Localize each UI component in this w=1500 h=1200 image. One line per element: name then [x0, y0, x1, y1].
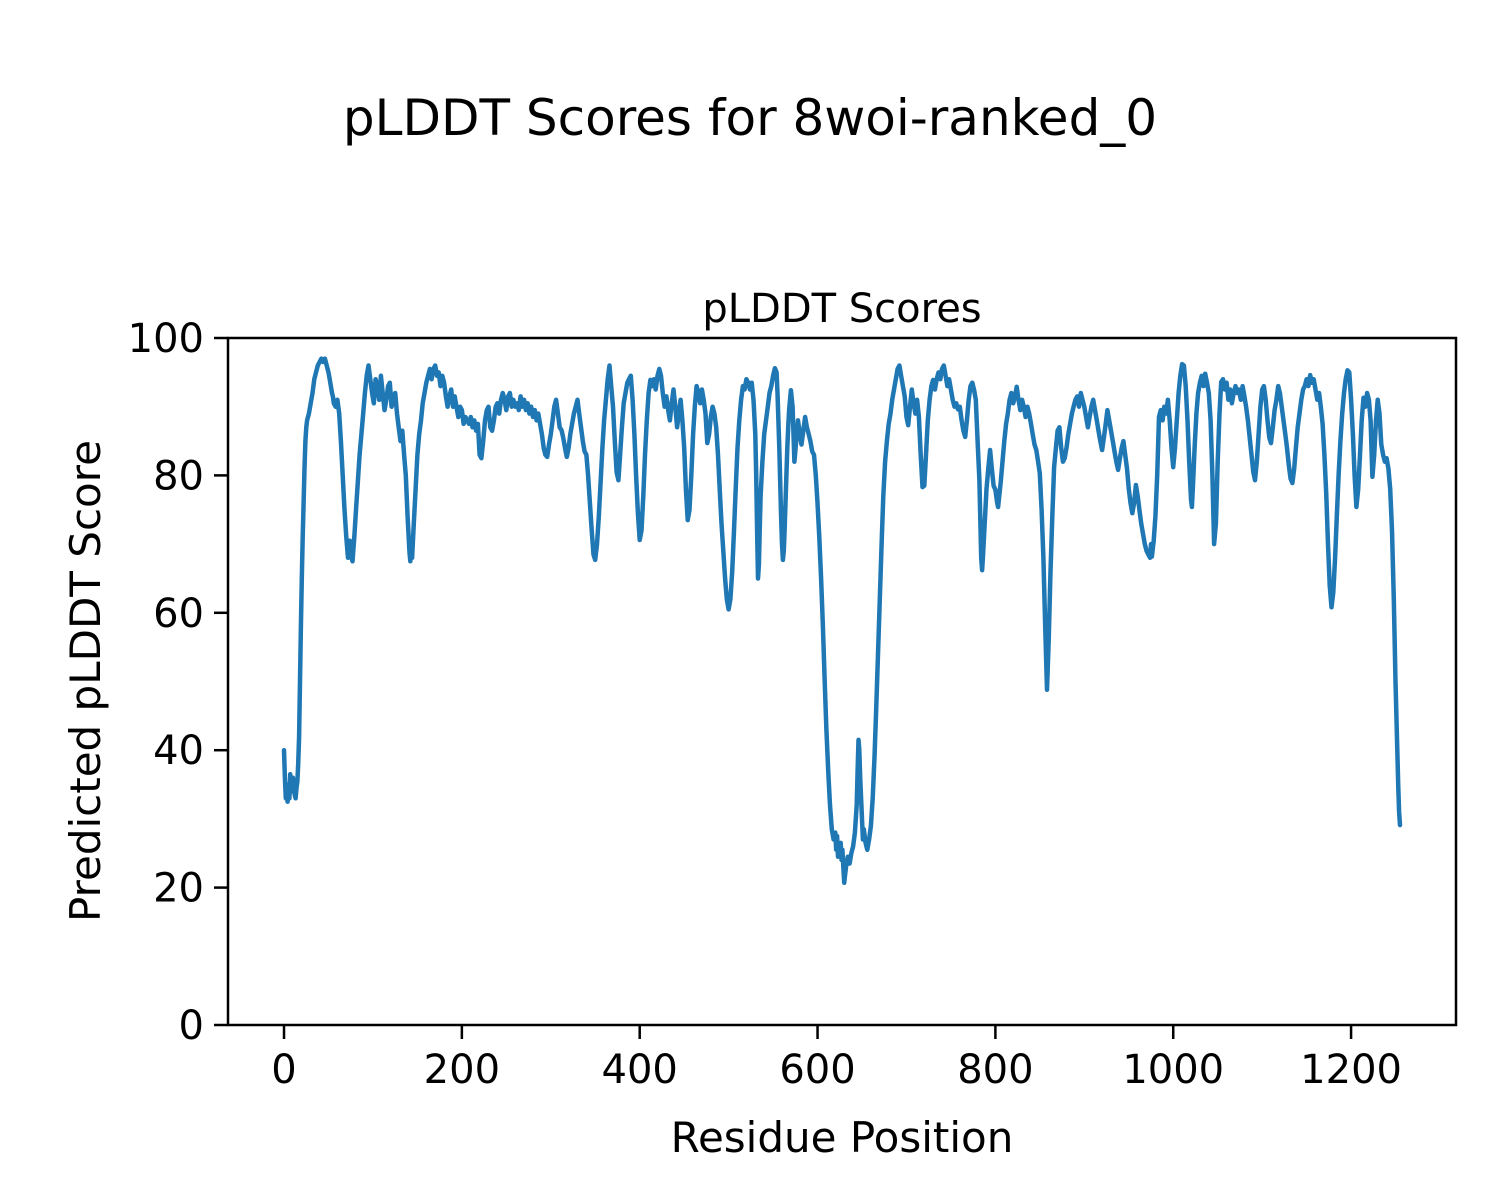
y-tick-label: 100	[128, 316, 204, 362]
axes-spines	[226, 336, 1458, 1027]
x-tick-label: 400	[602, 1047, 678, 1093]
plot-area: 0 200 400 600 800 1000 1200 0 20 40 60 80 100	[128, 316, 1403, 1093]
plddt-line	[281, 356, 1403, 886]
x-tick-label: 1000	[1122, 1047, 1224, 1093]
figure-suptitle: pLDDT Scores for 8woi-ranked_0	[343, 89, 1157, 147]
x-tick-label: 600	[779, 1047, 855, 1093]
x-tick-label: 800	[957, 1047, 1033, 1093]
y-tick-label: 60	[153, 591, 204, 637]
x-axis-label: Residue Position	[671, 1113, 1014, 1162]
y-tick-label: 40	[153, 728, 204, 774]
y-tick-label: 80	[153, 453, 204, 499]
y-axis-label: Predicted pLDDT Score	[61, 440, 110, 922]
x-tick-label: 200	[424, 1047, 500, 1093]
x-tick-label: 1200	[1300, 1047, 1402, 1093]
axes-title: pLDDT Scores	[702, 286, 981, 332]
y-tick-label: 0	[179, 1003, 204, 1049]
y-tick-label: 20	[153, 866, 204, 912]
x-tick-label: 0	[271, 1047, 296, 1093]
